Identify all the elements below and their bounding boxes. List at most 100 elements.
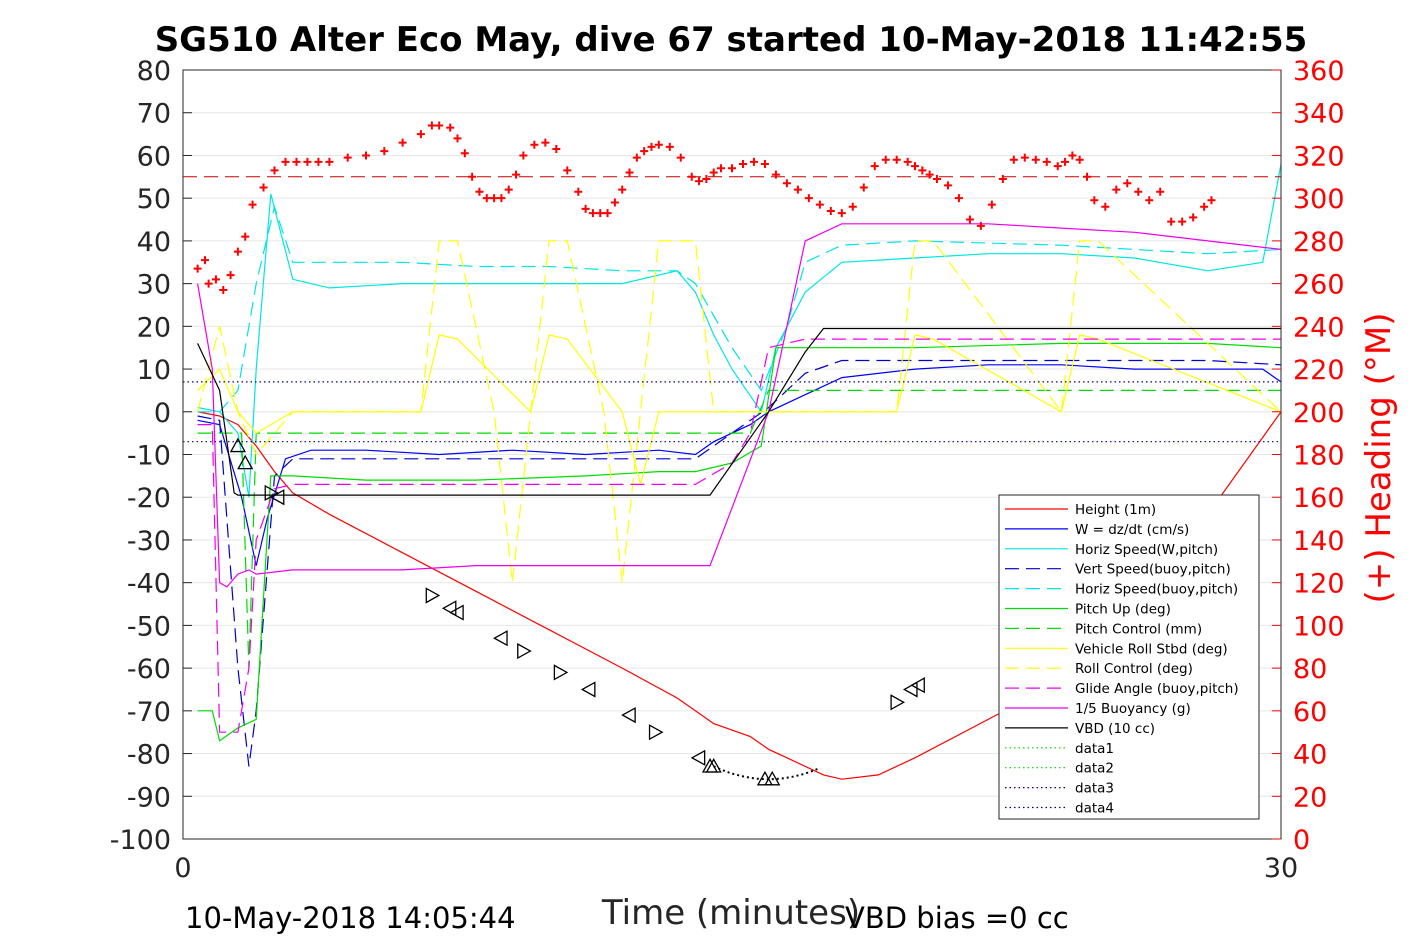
heading-point <box>870 162 879 171</box>
y-tick-label: 10 <box>137 355 171 386</box>
y-tick-label: -60 <box>127 654 171 685</box>
legend-label-4: Horiz Speed(buoy,pitch) <box>1075 582 1238 598</box>
series-line-3 <box>197 359 1282 767</box>
series-line-7 <box>197 334 1282 485</box>
heading-point <box>314 157 323 166</box>
heading-point <box>596 209 605 218</box>
footer-vbd-bias: VBD bias =0 cc <box>845 901 1069 935</box>
left-axis: 80 70 60 50 40 30 20 10 0 -10 -20 -30 -40 -50 -60 -70 -8… <box>110 56 192 856</box>
heading-point <box>654 140 663 149</box>
heading-point <box>519 151 528 160</box>
y2-tick-label: 60 <box>1293 697 1327 728</box>
glider-marker <box>237 454 254 470</box>
heading-point <box>695 177 704 186</box>
y-tick-label: -90 <box>127 782 171 813</box>
series-line-2 <box>197 163 1282 498</box>
heading-point <box>504 185 513 194</box>
heading-point <box>640 147 649 156</box>
heading-point <box>490 194 499 203</box>
y-tick-label: 70 <box>137 99 171 130</box>
heading-point <box>343 153 352 162</box>
footer-timestamp: 10-May-2018 14:05:44 <box>185 901 516 935</box>
y-tick-label: 0 <box>154 398 171 429</box>
y-tick-label: -80 <box>127 740 171 771</box>
series-line-4 <box>197 204 1282 413</box>
heading-point <box>1061 157 1070 166</box>
legend-label-12: data1 <box>1075 741 1114 757</box>
heading-point <box>632 153 641 162</box>
y-tick-label: 80 <box>137 56 171 87</box>
heading-point <box>581 204 590 213</box>
y2-tick-label: 20 <box>1293 782 1327 813</box>
heading-point <box>793 185 802 194</box>
heading-point <box>211 275 220 284</box>
heading-point <box>512 170 521 179</box>
series-line-6 <box>197 389 1281 669</box>
legend-label-1: W = dz/dt (cm/s) <box>1075 522 1189 538</box>
glider-marker <box>580 681 596 698</box>
heading-point <box>1200 202 1209 211</box>
legend-label-11: VBD (10 cc) <box>1075 721 1155 737</box>
y-tick-label: -40 <box>127 569 171 600</box>
heading-point <box>738 159 747 168</box>
heading-point <box>1075 155 1084 164</box>
heading-point <box>303 157 312 166</box>
y-tick-label: -50 <box>127 611 171 642</box>
heading-point <box>987 200 996 209</box>
glider-marker <box>269 489 285 506</box>
heading-point <box>804 194 813 203</box>
heading-point <box>647 142 656 151</box>
heading-point <box>610 198 619 207</box>
y-tick-label: 40 <box>137 227 171 258</box>
heading-point <box>728 164 736 173</box>
heading-point <box>270 166 279 175</box>
y-tick-label: -70 <box>127 697 171 728</box>
y2-tick-label: 260 <box>1293 270 1345 301</box>
heading-point <box>1156 187 1165 196</box>
heading-point <box>281 157 290 166</box>
y-tick-label: 50 <box>137 184 171 215</box>
y2-tick-label: 220 <box>1293 355 1345 386</box>
legend-label-15: data4 <box>1075 801 1114 817</box>
heading-point <box>1167 217 1176 226</box>
heading-point <box>603 209 612 218</box>
chart-title: SG510 Alter Eco May, dive 67 started 10-… <box>155 20 1308 60</box>
glider-marker <box>648 724 664 741</box>
heading-point <box>574 187 583 196</box>
heading-point <box>943 181 952 190</box>
glider-marker <box>229 437 247 453</box>
y-tick-label: -10 <box>127 441 171 472</box>
heading-point <box>552 145 561 154</box>
legend: Height (1m) W = dz/dt (cm/s) Horiz Speed(W… <box>998 494 1260 820</box>
heading-point <box>416 130 425 139</box>
heading-point <box>427 121 436 130</box>
y2-tick-label: 180 <box>1293 441 1345 472</box>
heading-point <box>193 264 202 273</box>
y2-tick-label: 120 <box>1293 569 1345 600</box>
heading-point <box>204 279 213 288</box>
heading-point <box>903 157 912 166</box>
heading-point <box>1042 157 1051 166</box>
y2-axis-label: (+) Heading (°M) <box>1359 313 1399 604</box>
heading-point <box>233 247 242 256</box>
heading-point <box>200 256 209 265</box>
y2-tick-label: 340 <box>1293 99 1345 130</box>
y2-tick-label: 280 <box>1293 227 1345 258</box>
y2-tick-label: 360 <box>1293 56 1345 87</box>
legend-label-9: Glide Angle (buoy,pitch) <box>1075 681 1239 697</box>
series-layer <box>183 163 1282 780</box>
legend-label-7: Vehicle Roll Stbd (deg) <box>1075 641 1228 657</box>
heading-point <box>702 174 711 183</box>
heading-point <box>475 187 484 196</box>
y2-tick-label: 40 <box>1293 740 1327 771</box>
heading-point <box>1207 196 1216 205</box>
legend-label-3: Vert Speed(buoy,pitch) <box>1075 562 1231 578</box>
heading-point <box>1145 196 1154 205</box>
heading-point <box>687 172 696 181</box>
series-line-0 <box>197 411 1282 780</box>
heading-point <box>1134 187 1143 196</box>
y2-tick-label: 80 <box>1293 654 1327 685</box>
heading-point <box>760 159 769 168</box>
y-tick-label: 60 <box>137 141 171 172</box>
glider-marker <box>425 587 441 604</box>
